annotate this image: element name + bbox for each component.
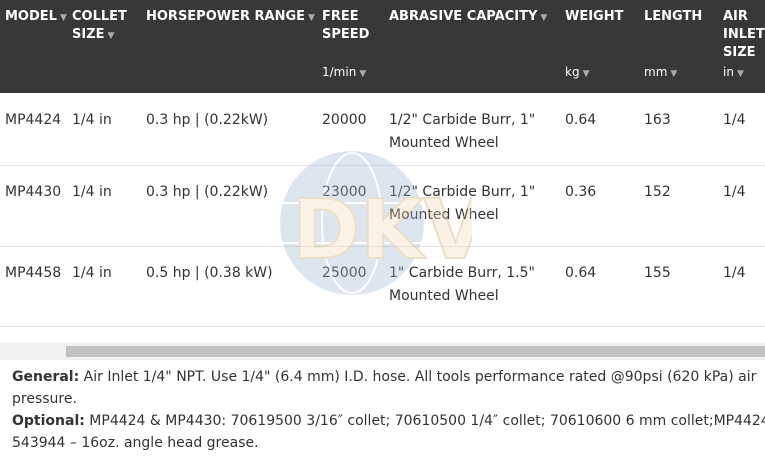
table-cell: 1/2" Carbide Burr, 1" Mounted Wheel (389, 184, 536, 223)
column-header-label: COLLET SIZE (72, 9, 127, 42)
sort-caret-icon[interactable]: ▼ (107, 31, 115, 41)
scrollbar-thumb[interactable] (66, 346, 765, 357)
table-cell: MP4430 (5, 184, 62, 200)
table-row: MP4430 1/4 in 0.3 hp | (0.22kW) 23000 1/2" C… (0, 165, 765, 247)
column-header-1[interactable]: COLLET SIZE ▼ (72, 8, 142, 45)
table-cell: MP4458 (5, 265, 62, 281)
table-cell: 0.5 hp | (0.38 kW) (146, 265, 273, 281)
column-header-6[interactable]: LENGTH (644, 8, 719, 26)
column-unit[interactable]: kg ▼ (565, 65, 590, 79)
column-header-label: HORSEPOWER RANGE (146, 9, 306, 24)
sort-caret-icon[interactable]: ▼ (59, 13, 67, 23)
table-cell: 1" Carbide Burr, 1.5" Mounted Wheel (389, 265, 535, 304)
unit-label: 1/min (322, 65, 357, 79)
table-cell: 163 (644, 112, 671, 128)
unit-label: kg (565, 65, 580, 79)
unit-label: mm (644, 65, 668, 79)
table-cell: 0.3 hp | (0.22kW) (146, 184, 269, 200)
column-header-label: FREE SPEED (322, 9, 370, 42)
svg-text:DKV: DKV (292, 183, 472, 278)
optional-text: MP4424 & MP4430: 70619500 3/16″ collet; … (12, 413, 765, 451)
table-cell: 0.64 (565, 265, 597, 281)
table-cell: 0.64 (565, 112, 597, 128)
optional-note: Optional: MP4424 & MP4430: 70619500 3/16… (12, 410, 765, 454)
table-cell: 152 (644, 184, 671, 200)
table-cell: 20000 (322, 112, 367, 128)
table-cell: 1/4 in (72, 112, 112, 128)
column-header-label: ABRASIVE CAPACITY (389, 9, 538, 24)
table-cell: 1/2" Carbide Burr, 1" Mounted Wheel (389, 112, 536, 151)
column-unit[interactable]: mm ▼ (644, 65, 677, 79)
column-header-label: WEIGHT (565, 9, 624, 24)
sort-caret-icon[interactable]: ▼ (540, 13, 548, 23)
table-cell: 1/4 (723, 184, 746, 200)
column-header-3[interactable]: FREE SPEED (322, 8, 382, 44)
table-cell: 155 (644, 265, 671, 281)
general-label: General: (12, 369, 80, 385)
table-cell: 0.3 hp | (0.22kW) (146, 112, 269, 128)
general-note: General: Air Inlet 1/4" NPT. Use 1/4" (6… (12, 366, 765, 410)
column-header-label: LENGTH (644, 9, 703, 24)
notes: General: Air Inlet 1/4" NPT. Use 1/4" (6… (12, 366, 765, 454)
table-cell: 25000 (322, 262, 382, 285)
column-header-0[interactable]: MODEL ▼ (5, 8, 70, 27)
table-row: MP4424 1/4 in 0.3 hp | (0.22kW) 20000 1/2" C… (0, 93, 765, 166)
table-cell: 1/4 in (72, 184, 112, 200)
column-header-2[interactable]: HORSEPOWER RANGE ▼ (146, 8, 316, 27)
table-row: MP4458 1/4 in 0.5 hp | (0.38 kW) 25000 1" Ca… (0, 246, 765, 327)
sort-caret-icon[interactable]: ▼ (308, 13, 315, 23)
table-cell: 1/4 (723, 265, 746, 281)
general-text: Air Inlet 1/4" NPT. Use 1/4" (6.4 mm) I.… (12, 369, 757, 407)
column-header-5[interactable]: WEIGHT (565, 8, 640, 26)
sort-caret-icon[interactable]: ▼ (582, 69, 590, 79)
table-header: MODEL ▼ COLLET SIZE ▼ HORSEPOWER RANGE ▼ FREE … (0, 0, 765, 93)
unit-label: in (723, 65, 734, 79)
column-header-label: AIR INLET SIZE (723, 9, 765, 60)
table-cell: 23000 (322, 181, 382, 204)
table-cell: 1/4 in (72, 265, 112, 281)
column-header-7[interactable]: AIR INLET SIZE (723, 8, 765, 62)
column-header-4[interactable]: ABRASIVE CAPACITY ▼ (389, 8, 559, 27)
sort-caret-icon[interactable]: ▼ (670, 69, 678, 79)
column-unit[interactable]: 1/min ▼ (322, 65, 366, 79)
horizontal-scrollbar[interactable] (0, 343, 765, 360)
column-unit[interactable]: in ▼ (723, 65, 744, 79)
table-cell: 0.36 (565, 184, 597, 200)
sort-caret-icon[interactable]: ▼ (359, 69, 367, 79)
sort-caret-icon[interactable]: ▼ (736, 69, 744, 79)
table-cell: 1/4 (723, 112, 746, 128)
table-cell: MP4424 (5, 112, 62, 128)
optional-label: Optional: (12, 413, 85, 429)
dkv-watermark-logo: DKV (280, 151, 472, 295)
column-header-label: MODEL (5, 9, 57, 24)
